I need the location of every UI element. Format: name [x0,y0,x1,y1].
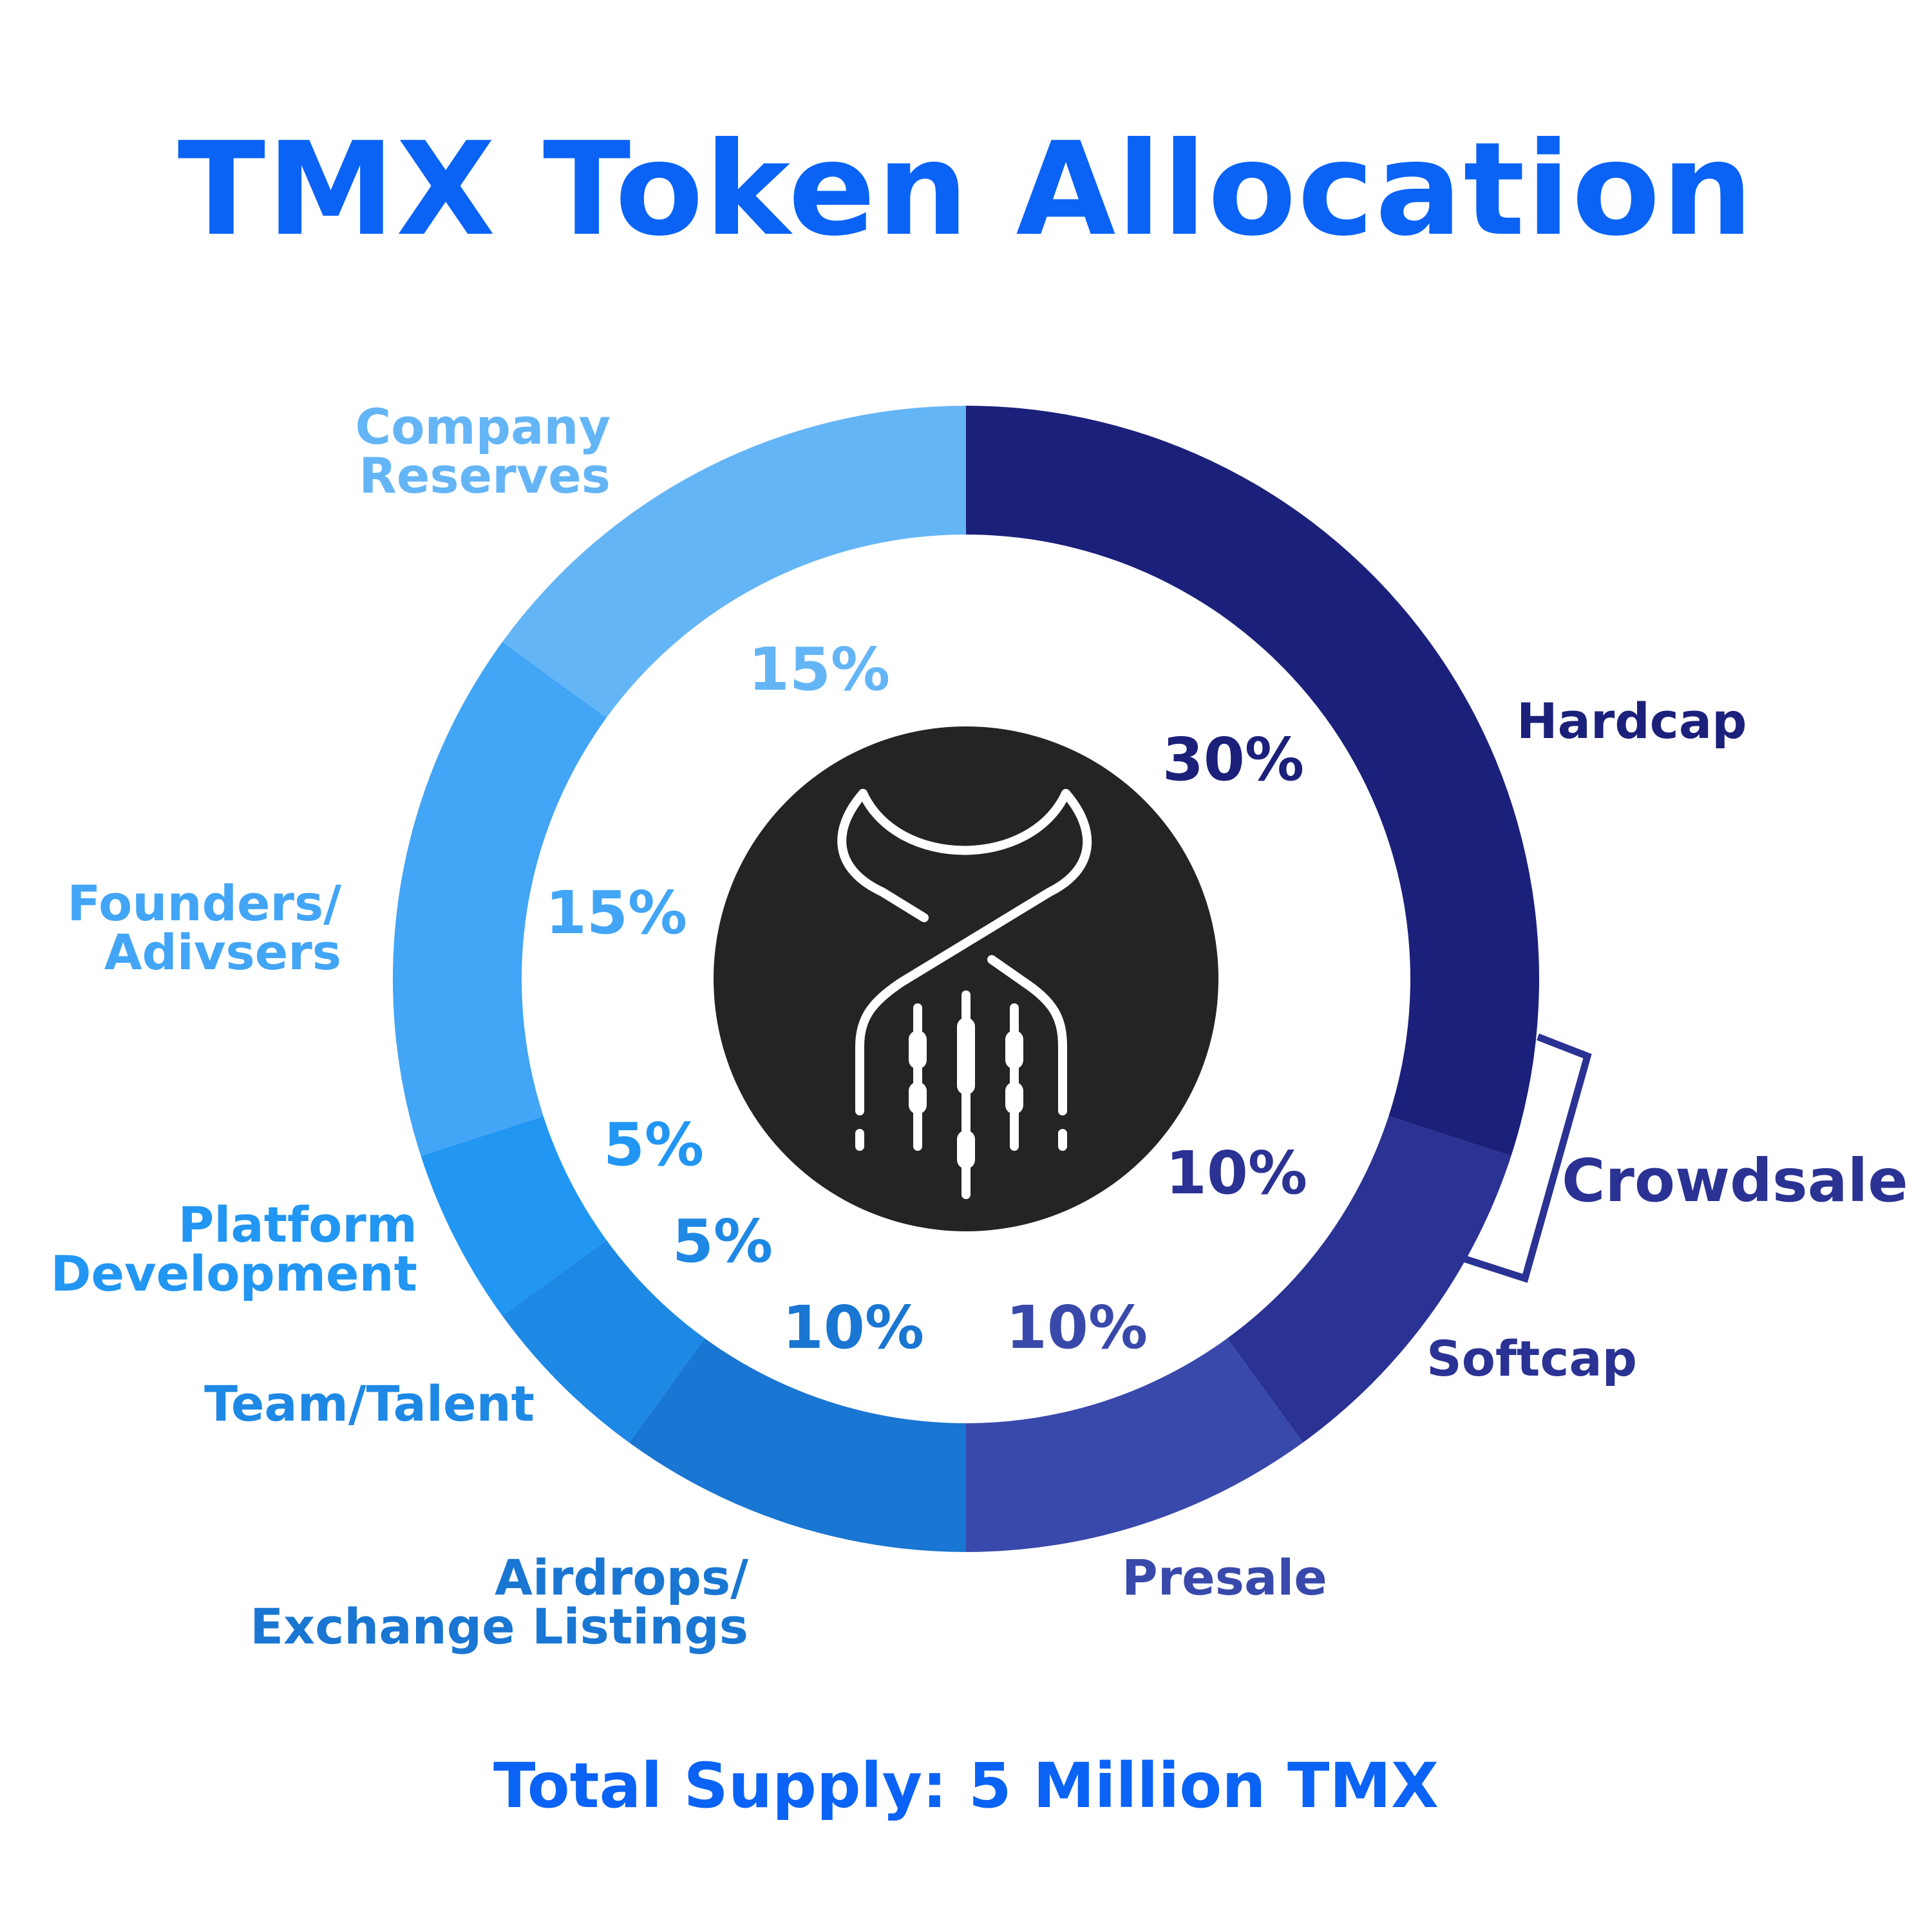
percent-label-hardcap: 30% [1162,725,1305,794]
donut-segment-4 [502,1240,705,1443]
donut-segment-3 [629,1338,966,1552]
percent-label-company-reserves: 15% [748,635,891,704]
crowdsale-bracket [1464,1033,1592,1283]
chart-title: TMX Token Allocation [177,115,1755,265]
crowdsale-bracket-line [1464,1033,1592,1283]
segment-label-founders-advisers: Founders/ Adivsers [67,875,341,981]
donut-segment-7 [502,406,966,718]
donut-segment-5 [421,1116,607,1316]
segment-label-hardcap: Hardcap [1517,692,1747,750]
donut-segments [393,406,1539,1552]
segment-label-platform-development: Platform Development [50,1196,417,1302]
donut-segment-2 [966,1338,1303,1552]
segment-label-company-reserves: Company Reserves [355,398,611,504]
donut-segment-6 [393,641,607,1157]
percent-label-team-talent: 5% [672,1207,773,1276]
percent-label-presale: 10% [1005,1293,1148,1362]
segment-label-presale: Presale [1122,1549,1327,1606]
segment-label-softcap: Softcap [1426,1330,1638,1387]
percent-label-airdrops: 10% [782,1293,925,1362]
donut-segment-0 [966,406,1539,1157]
segment-label-airdrops-exchange-listings: Airdrops/ Exchange Listings [250,1549,748,1655]
donut-segment-1 [1227,1116,1511,1443]
percent-label-platform-development: 5% [603,1110,705,1179]
percent-label-founders-advisers: 15% [545,878,688,947]
group-label-crowdsale: Crowdsale [1562,1146,1908,1215]
tmx-logo-icon [714,726,1218,1231]
total-supply-footer: Total Supply: 5 Million TMX [493,1750,1439,1822]
percent-label-softcap: 10% [1165,1139,1308,1208]
segment-label-team-talent: Team/Talent [204,1375,535,1432]
